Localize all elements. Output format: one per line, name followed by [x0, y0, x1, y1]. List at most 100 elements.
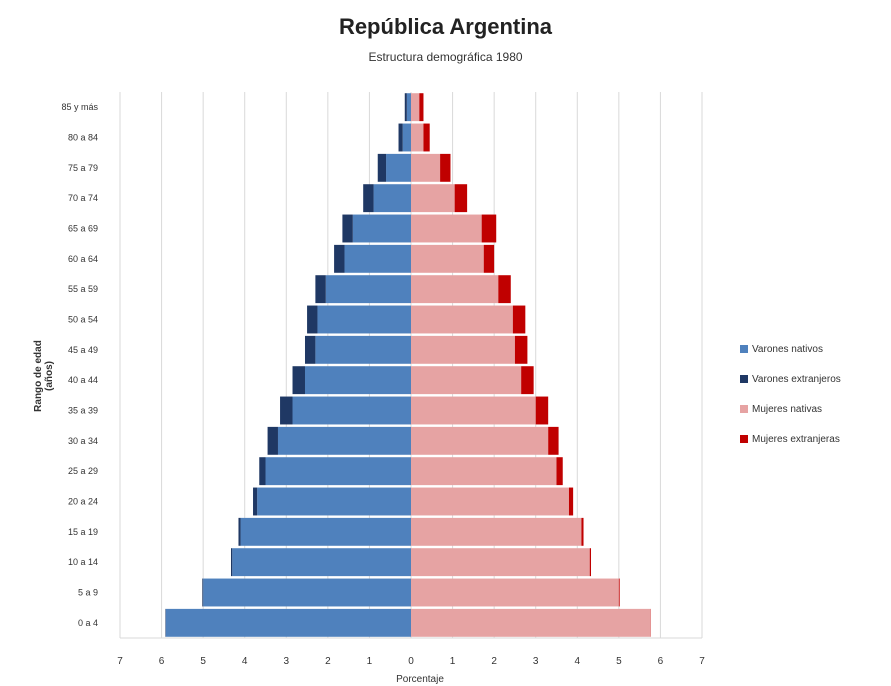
bar-mujeres-extranjeras-10 — [512, 305, 526, 334]
y-tick-label-8: 40 a 44 — [68, 375, 98, 385]
bar-varones-extranjeros-12 — [334, 244, 345, 273]
bar-mujeres-nativas-4 — [411, 487, 569, 516]
legend-label-mujeres-nativas: Mujeres nativas — [752, 403, 823, 415]
legend-label-varones-nativos: Varones nativos — [752, 343, 823, 355]
x-tick-label-9: 2 — [491, 656, 497, 667]
bar-mujeres-nativas-10 — [411, 305, 513, 334]
x-tick-label-8: 1 — [450, 656, 456, 667]
x-tick-label-11: 4 — [575, 656, 581, 667]
y-tick-label-0: 0 a 4 — [78, 618, 98, 628]
legend-item-varones-extranjeros: Varones extranjeros — [740, 372, 841, 386]
y-tick-label-3: 15 a 19 — [68, 527, 98, 537]
legend-item-mujeres-extranjeras: Mujeres extranjeras — [740, 432, 841, 446]
y-tick-label-10: 50 a 54 — [68, 315, 98, 325]
bar-mujeres-extranjeras-6 — [548, 426, 559, 455]
bar-mujeres-nativas-0 — [411, 608, 651, 637]
legend-swatch-varones-nativos — [740, 345, 748, 353]
y-tick-label-4: 20 a 24 — [68, 497, 98, 507]
bar-varones-nativos-3 — [240, 517, 411, 546]
bar-mujeres-extranjeras-3 — [581, 517, 584, 546]
y-tick-label-13: 65 a 69 — [68, 224, 98, 234]
legend: Varones nativos Varones extranjeros Muje… — [740, 342, 841, 462]
bar-varones-nativos-5 — [265, 457, 411, 486]
bar-mujeres-nativas-8 — [411, 366, 522, 395]
bar-mujeres-extranjeras-13 — [481, 214, 497, 243]
x-tick-label-13: 6 — [658, 656, 664, 667]
bar-varones-nativos-11 — [325, 275, 411, 304]
bar-mujeres-nativas-6 — [411, 426, 549, 455]
bar-varones-extranjeros-10 — [307, 305, 318, 334]
bar-varones-nativos-9 — [315, 335, 411, 364]
bar-mujeres-nativas-16 — [411, 123, 424, 152]
legend-swatch-mujeres-nativas — [740, 405, 748, 413]
bar-varones-extranjeros-6 — [267, 426, 278, 455]
y-tick-label-6: 30 a 34 — [68, 436, 98, 446]
x-tick-label-12: 5 — [616, 656, 622, 667]
bar-mujeres-nativas-17 — [411, 93, 420, 122]
bar-varones-nativos-2 — [232, 548, 411, 577]
bar-mujeres-extranjeras-17 — [419, 93, 424, 122]
bar-varones-extranjeros-14 — [363, 184, 374, 213]
x-axis-label: Porcentaje — [396, 674, 444, 685]
legend-item-mujeres-nativas: Mujeres nativas — [740, 402, 841, 416]
bar-varones-extranjeros-1 — [202, 578, 204, 607]
bar-varones-extranjeros-11 — [315, 275, 326, 304]
y-tick-label-5: 25 a 29 — [68, 466, 98, 476]
x-tick-label-2: 5 — [200, 656, 206, 667]
bar-varones-nativos-12 — [344, 244, 411, 273]
y-tick-label-17: 85 y más — [61, 102, 98, 112]
x-tick-label-5: 2 — [325, 656, 331, 667]
x-tick-label-4: 3 — [284, 656, 290, 667]
bar-varones-nativos-16 — [402, 123, 411, 152]
bar-mujeres-extranjeras-11 — [498, 275, 511, 304]
x-tick-label-7: 0 — [408, 656, 414, 667]
legend-swatch-mujeres-extranjeras — [740, 435, 748, 443]
x-tick-label-10: 3 — [533, 656, 539, 667]
legend-swatch-varones-extranjeros — [740, 375, 748, 383]
bar-varones-nativos-1 — [203, 578, 411, 607]
bar-varones-extranjeros-7 — [280, 396, 293, 425]
x-tick-label-6: 1 — [367, 656, 373, 667]
bar-varones-nativos-17 — [406, 93, 411, 122]
bar-mujeres-extranjeras-8 — [521, 366, 534, 395]
bar-varones-nativos-14 — [373, 184, 411, 213]
y-tick-label-14: 70 a 74 — [68, 193, 98, 203]
chart-subtitle: Estructura demográfica 1980 — [368, 50, 523, 64]
x-tick-label-1: 6 — [159, 656, 165, 667]
y-tick-label-12: 60 a 64 — [68, 254, 98, 264]
bar-mujeres-extranjeras-12 — [483, 244, 495, 273]
bar-mujeres-nativas-11 — [411, 275, 499, 304]
y-tick-label-1: 5 a 9 — [78, 588, 98, 598]
bar-varones-extranjeros-4 — [253, 487, 258, 516]
bar-mujeres-extranjeras-9 — [514, 335, 528, 364]
bar-varones-extranjeros-5 — [259, 457, 266, 486]
y-tick-label-15: 75 a 79 — [68, 163, 98, 173]
bar-varones-extranjeros-2 — [230, 548, 233, 577]
bar-mujeres-nativas-12 — [411, 244, 484, 273]
bar-varones-nativos-13 — [352, 214, 411, 243]
bar-mujeres-nativas-9 — [411, 335, 515, 364]
bar-mujeres-nativas-14 — [411, 184, 455, 213]
bar-varones-extranjeros-9 — [304, 335, 316, 364]
bar-varones-extranjeros-16 — [398, 123, 403, 152]
legend-label-varones-extranjeros: Varones extranjeros — [752, 373, 841, 385]
legend-label-mujeres-extranjeras: Mujeres extranjeras — [752, 433, 840, 445]
y-tick-label-2: 10 a 14 — [68, 557, 98, 567]
bar-mujeres-extranjeras-1 — [618, 578, 620, 607]
bar-varones-extranjeros-17 — [404, 93, 407, 122]
bar-mujeres-extranjeras-5 — [556, 457, 563, 486]
legend-item-varones-nativos: Varones nativos — [740, 342, 841, 356]
bar-varones-nativos-10 — [317, 305, 411, 334]
x-tick-label-3: 4 — [242, 656, 248, 667]
y-tick-label-7: 35 a 39 — [68, 406, 98, 416]
bar-varones-nativos-8 — [304, 366, 411, 395]
x-tick-label-0: 7 — [117, 656, 123, 667]
y-tick-label-9: 45 a 49 — [68, 345, 98, 355]
bar-varones-extranjeros-15 — [377, 153, 387, 182]
y-tick-label-16: 80 a 84 — [68, 133, 98, 143]
x-tick-label-14: 7 — [699, 656, 705, 667]
bar-varones-nativos-4 — [257, 487, 411, 516]
bar-mujeres-extranjeras-15 — [440, 153, 451, 182]
